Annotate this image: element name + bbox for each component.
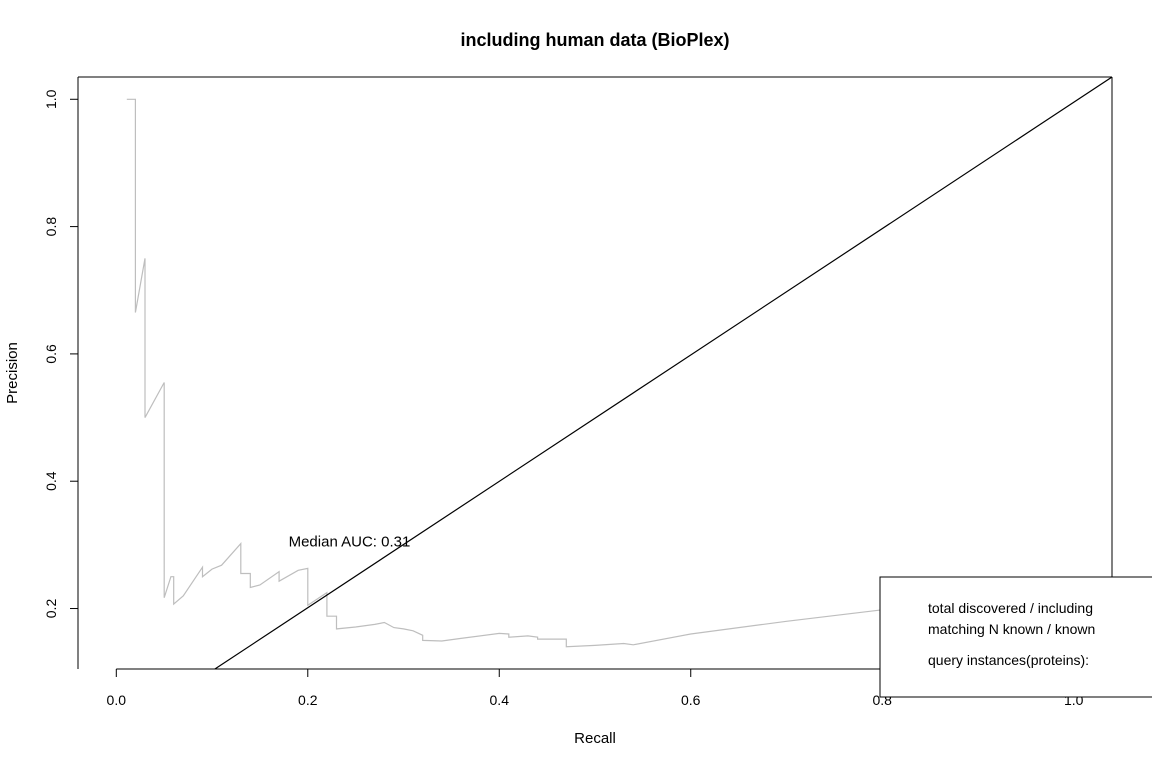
y-axis: 0.2 0.4 0.6 0.8 1.0 xyxy=(43,89,79,619)
legend-box xyxy=(879,576,1152,698)
legend-line-3: query instances(proteins): xyxy=(928,652,1089,668)
y-axis-label: Precision xyxy=(4,342,21,404)
diagonal-reference-line xyxy=(214,77,1112,669)
y-tick-label: 0.2 xyxy=(43,599,59,619)
legend-line-2: matching N known / known xyxy=(928,621,1095,637)
x-axis: 0.0 0.2 0.4 0.6 0.8 1.0 xyxy=(107,668,1084,708)
plot-area xyxy=(126,77,1112,669)
x-tick-label: 0.6 xyxy=(681,692,701,708)
median-auc-annotation: Median AUC: 0.31 xyxy=(289,534,411,551)
legend-line-1: total discovered / including xyxy=(928,600,1093,616)
x-axis-label: Recall xyxy=(574,730,616,747)
y-tick-label: 0.4 xyxy=(43,471,59,491)
x-tick-label: 0.2 xyxy=(298,692,318,708)
pr-curve-line xyxy=(126,98,911,648)
legend: total discovered / including matching N … xyxy=(879,576,1152,698)
y-tick-label: 1.0 xyxy=(43,89,59,109)
x-tick-label: 0.4 xyxy=(490,692,510,708)
y-tick-label: 0.8 xyxy=(43,217,59,237)
y-tick-label: 0.6 xyxy=(43,344,59,364)
x-tick-label: 0.0 xyxy=(107,692,127,708)
chart-title: including human data (BioPlex) xyxy=(460,30,729,50)
